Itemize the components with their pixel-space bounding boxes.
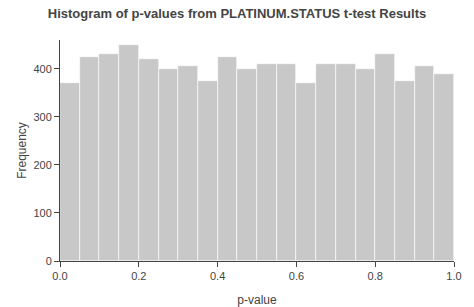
svg-text:100: 100 (33, 207, 51, 219)
svg-text:0.4: 0.4 (210, 270, 225, 282)
svg-text:Histogram of p-values from PLA: Histogram of p-values from PLATINUM.STAT… (48, 6, 426, 21)
svg-text:p-value: p-value (237, 293, 277, 307)
svg-text:0.8: 0.8 (368, 270, 383, 282)
svg-text:Frequency: Frequency (15, 122, 29, 179)
svg-text:0.2: 0.2 (131, 270, 146, 282)
svg-text:0.0: 0.0 (52, 270, 67, 282)
svg-text:300: 300 (33, 111, 51, 123)
svg-text:1.0: 1.0 (446, 270, 461, 282)
svg-text:0: 0 (46, 255, 52, 267)
svg-text:400: 400 (33, 63, 51, 75)
svg-text:200: 200 (33, 159, 51, 171)
svg-text:0.6: 0.6 (289, 270, 304, 282)
